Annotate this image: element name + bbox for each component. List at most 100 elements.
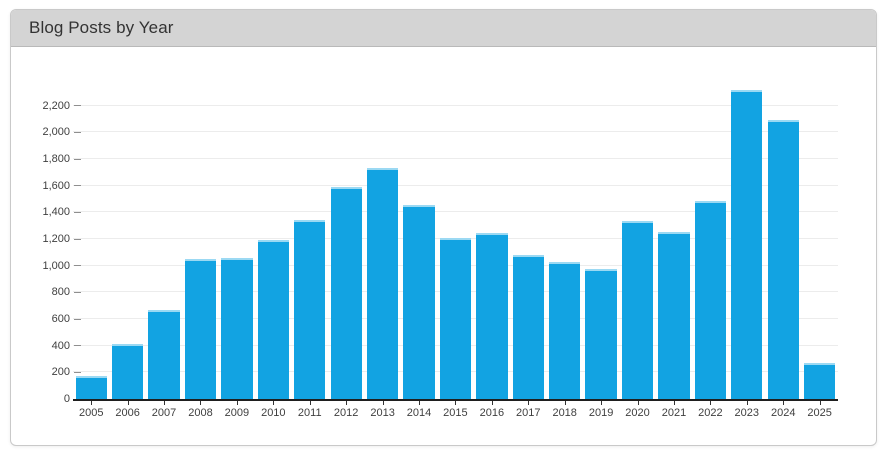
- bar-2023[interactable]: [731, 90, 763, 399]
- bar-2010[interactable]: [257, 239, 289, 399]
- x-tick-label: 2025: [807, 407, 832, 419]
- y-tick: 2,000: [42, 126, 81, 139]
- x-tick-mark: [601, 401, 603, 405]
- y-tick-mark: [74, 158, 81, 160]
- bar-slot: 2019: [583, 61, 619, 419]
- bar-slot: 2015: [437, 61, 473, 419]
- x-tick-label: 2021: [661, 407, 687, 419]
- bar-slot: 2007: [146, 61, 182, 419]
- x-tick-mark: [491, 401, 493, 405]
- bar-slot: 2022: [692, 61, 728, 419]
- bar-slot: 2005: [73, 61, 109, 419]
- y-tick-label: 200: [51, 366, 70, 379]
- bar-slot: 2023: [729, 61, 765, 419]
- bar-2024[interactable]: [767, 120, 799, 399]
- panel-header: Blog Posts by Year: [11, 10, 876, 47]
- x-tick-mark: [746, 401, 748, 405]
- x-tick-label: 2010: [261, 407, 286, 419]
- bar-2015[interactable]: [439, 237, 472, 399]
- bar-slot: 2012: [328, 61, 364, 419]
- bar-2009[interactable]: [221, 258, 253, 399]
- y-tick-mark: [74, 211, 81, 213]
- bar-2007[interactable]: [148, 310, 180, 399]
- bar-2020[interactable]: [621, 221, 654, 399]
- bar-2012[interactable]: [330, 187, 362, 399]
- x-tick-mark: [91, 401, 93, 405]
- y-tick-label: 0: [63, 393, 70, 405]
- y-tick: 1,000: [42, 260, 81, 272]
- bar-2019[interactable]: [585, 269, 617, 399]
- bar-slot: 2009: [219, 61, 255, 419]
- y-tick-label: 2,200: [42, 99, 70, 112]
- plot-area: 0 200 400 600 800 1,000 1,200 1,400 1,600 1,800 2,…: [42, 61, 838, 419]
- x-tick-mark: [673, 401, 675, 405]
- y-tick: 1,400: [42, 206, 81, 219]
- x-tick-label: 2006: [115, 407, 140, 419]
- bar-2006[interactable]: [111, 343, 144, 399]
- bar-slot: 2018: [546, 61, 582, 419]
- chart-panel: Blog Posts by Year 0 200 400 600 800 1,000 1,2…: [10, 9, 877, 446]
- y-tick-mark: [74, 185, 81, 187]
- x-tick-mark: [164, 401, 166, 405]
- x-tick-label: 2024: [770, 407, 796, 419]
- bar-2016[interactable]: [476, 233, 508, 399]
- y-tick-label: 1,400: [42, 206, 70, 219]
- y-tick: 1,200: [42, 233, 81, 246]
- x-tick-label: 2007: [151, 407, 177, 419]
- x-tick-mark: [127, 401, 129, 405]
- y-tick: 0: [63, 393, 81, 405]
- y-tick-label: 400: [51, 339, 70, 352]
- bar-2025[interactable]: [803, 363, 836, 399]
- x-tick-label: 2023: [734, 407, 760, 419]
- bar-2022[interactable]: [694, 201, 727, 399]
- x-tick-label: 2016: [479, 407, 505, 419]
- x-tick-label: 2018: [552, 407, 577, 419]
- y-tick-mark: [74, 131, 81, 133]
- y-tick-mark: [74, 318, 81, 320]
- y-tick: 1,600: [42, 180, 81, 192]
- y-tick-label: 1,200: [42, 233, 70, 246]
- x-tick-mark: [419, 401, 420, 405]
- x-tick-label: 2009: [224, 407, 250, 419]
- bar-2005[interactable]: [75, 375, 107, 399]
- x-tick-label: 2005: [78, 407, 104, 419]
- bar-slot: 2024: [765, 61, 801, 419]
- y-tick: 1,800: [42, 153, 81, 165]
- bars-container: 2005 2006 2007 2008 2009 2010 2011 2012 2013 2014…: [73, 61, 838, 419]
- bar-slot: 2016: [474, 61, 510, 419]
- y-tick-mark: [74, 345, 81, 347]
- gridline: [73, 104, 838, 106]
- x-tick-label: 2015: [443, 407, 468, 419]
- panel-title: Blog Posts by Year: [29, 18, 174, 37]
- bar-2021[interactable]: [658, 232, 690, 399]
- bar-2011[interactable]: [294, 219, 326, 399]
- x-tick-mark: [819, 401, 821, 405]
- x-tick-mark: [783, 401, 785, 405]
- x-tick-label: 2011: [297, 407, 322, 419]
- y-tick: 800: [51, 286, 81, 299]
- y-tick: 200: [51, 366, 81, 379]
- bar-2017[interactable]: [512, 255, 544, 399]
- x-tick-label: 2017: [516, 407, 541, 419]
- y-tick-label: 2,000: [42, 126, 70, 139]
- y-tick-mark: [74, 238, 81, 240]
- bar-slot: 2025: [801, 61, 837, 419]
- y-tick-label: 800: [51, 286, 70, 299]
- x-tick-mark: [637, 401, 639, 405]
- y-tick-label: 1,800: [42, 153, 70, 165]
- x-tick-mark: [382, 401, 384, 405]
- x-tick-label: 2014: [406, 407, 432, 419]
- y-tick-mark: [74, 291, 81, 293]
- bar-2008[interactable]: [184, 259, 217, 399]
- x-axis-line: [73, 399, 838, 401]
- x-tick-mark: [273, 401, 275, 405]
- bar-2018[interactable]: [549, 261, 581, 399]
- y-tick: 400: [51, 339, 81, 352]
- bar-2014[interactable]: [403, 205, 435, 399]
- x-tick-mark: [455, 401, 457, 405]
- bar-2013[interactable]: [366, 167, 399, 399]
- x-tick-mark: [710, 401, 712, 405]
- x-tick-label: 2012: [333, 407, 359, 419]
- x-tick-mark: [236, 401, 238, 405]
- x-tick-label: 2008: [188, 407, 213, 419]
